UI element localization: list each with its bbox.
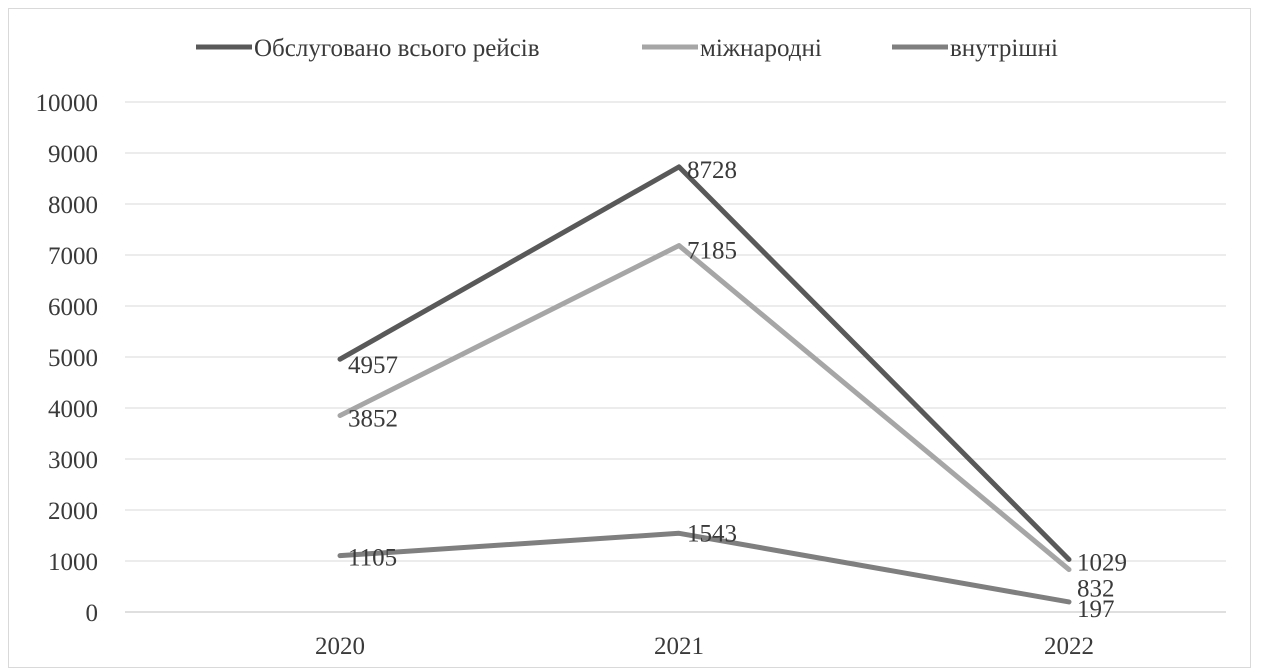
data-label: 3852: [348, 406, 398, 433]
data-label: 8728: [687, 157, 737, 184]
data-label: 1029: [1077, 550, 1127, 577]
chart-frame: [8, 8, 1251, 668]
y-tick-label: 5000: [48, 345, 98, 372]
y-tick-label: 0: [86, 600, 99, 627]
y-tick-label: 10000: [36, 90, 99, 117]
data-label: 7185: [687, 238, 737, 265]
data-labels: 4957 8728 1029 3852 7185 832 1105 1543 197: [348, 157, 1127, 623]
legend-label: внутрішні: [950, 35, 1058, 62]
y-tick-label: 4000: [48, 396, 98, 423]
series-line: [337, 164, 1072, 563]
legend-label: міжнародні: [700, 35, 822, 62]
legend: Обслуговано всього рейсів міжнародні внутр…: [196, 35, 1058, 62]
y-tick-label: 6000: [48, 294, 98, 321]
data-label: 1543: [687, 520, 737, 547]
x-tick-label: 2022: [1044, 633, 1094, 660]
y-tick-label: 2000: [48, 498, 98, 525]
data-label: 4957: [348, 352, 398, 379]
y-tick-label: 7000: [48, 243, 98, 270]
y-tick-label: 3000: [48, 447, 98, 474]
legend-item: внутрішні: [892, 35, 1058, 62]
y-tick-label: 9000: [48, 141, 98, 168]
y-tick-label: 8000: [48, 192, 98, 219]
x-tick-label: 2020: [315, 633, 365, 660]
y-axis-ticks: 0 1000 2000 3000 4000 5000 6000 7000 8000 9000 100…: [36, 90, 99, 627]
y-tick-label: 1000: [48, 549, 98, 576]
legend-item: Обслуговано всього рейсів: [196, 35, 540, 62]
series-line: [337, 530, 1072, 605]
data-label: 832: [1077, 576, 1115, 603]
data-label: 197: [1077, 596, 1115, 623]
series-lines: [337, 164, 1072, 605]
data-label: 1105: [348, 545, 397, 572]
x-tick-label: 2021: [654, 633, 704, 660]
legend-label: Обслуговано всього рейсів: [254, 35, 540, 62]
grid-lines: [125, 101, 1226, 613]
series-line: [337, 243, 1072, 573]
legend-item: міжнародні: [642, 35, 822, 62]
x-axis-ticks: 2020 2021 2022: [315, 633, 1094, 660]
